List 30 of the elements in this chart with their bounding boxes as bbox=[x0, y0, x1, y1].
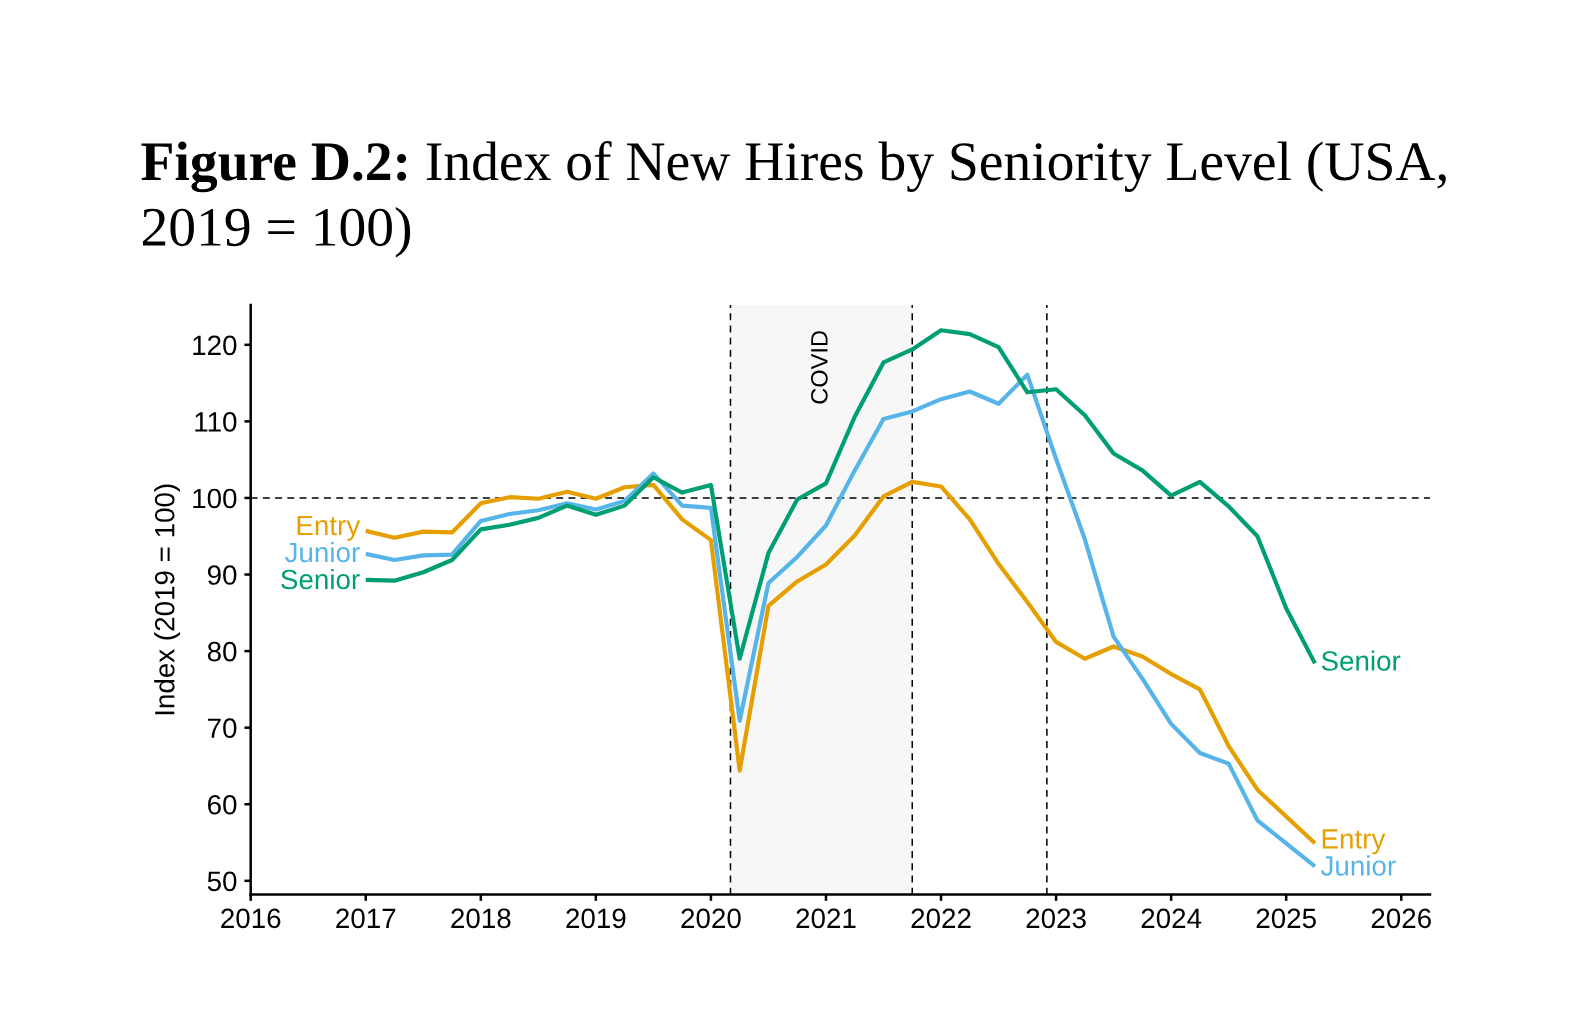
series-label: Entry bbox=[297, 515, 361, 541]
x-tick-label: 2025 bbox=[1256, 908, 1316, 929]
x-tick-label: 2021 bbox=[796, 908, 856, 929]
series-label: Senior bbox=[281, 568, 360, 590]
y-tick-label: 110 bbox=[195, 412, 237, 432]
x-tick-label: 2019 bbox=[566, 908, 626, 929]
x-tick-label: 2024 bbox=[1141, 908, 1202, 929]
x-tick-label: 2016 bbox=[221, 908, 281, 929]
x-tick-label: 2026 bbox=[1371, 908, 1431, 929]
text: Senior bbox=[1321, 650, 1401, 671]
band-label: COVID bbox=[810, 331, 828, 404]
y-tick-label: 90 bbox=[207, 565, 237, 585]
y-tick-label: 60 bbox=[208, 794, 237, 815]
line-series bbox=[363, 328, 1318, 666]
x-tick-label: 2017 bbox=[336, 908, 396, 929]
y-tick-label: 120 bbox=[193, 335, 237, 356]
y-axis-title: Index (2019 = 100) bbox=[154, 484, 181, 715]
x-tick-label: 2022 bbox=[911, 908, 971, 929]
series-label: Junior bbox=[1320, 855, 1396, 876]
text: Junior bbox=[284, 541, 360, 563]
text: Entry bbox=[1322, 829, 1386, 855]
y-tick-label: 80 bbox=[207, 641, 237, 662]
y-tick-label: 100 bbox=[193, 488, 237, 509]
line-series bbox=[363, 479, 1318, 846]
x-tick-label: 2020 bbox=[681, 908, 741, 929]
x-tick-label: 2023 bbox=[1026, 908, 1086, 929]
y-tick-label: 50 bbox=[207, 871, 237, 892]
chart-title: Figure D.2: Index of New Hires by Seniority Level (USA, 2019 = 100) bbox=[141, 140, 1446, 258]
y-tick-label: 70 bbox=[208, 718, 237, 739]
x-tick-label: 2018 bbox=[451, 908, 511, 929]
